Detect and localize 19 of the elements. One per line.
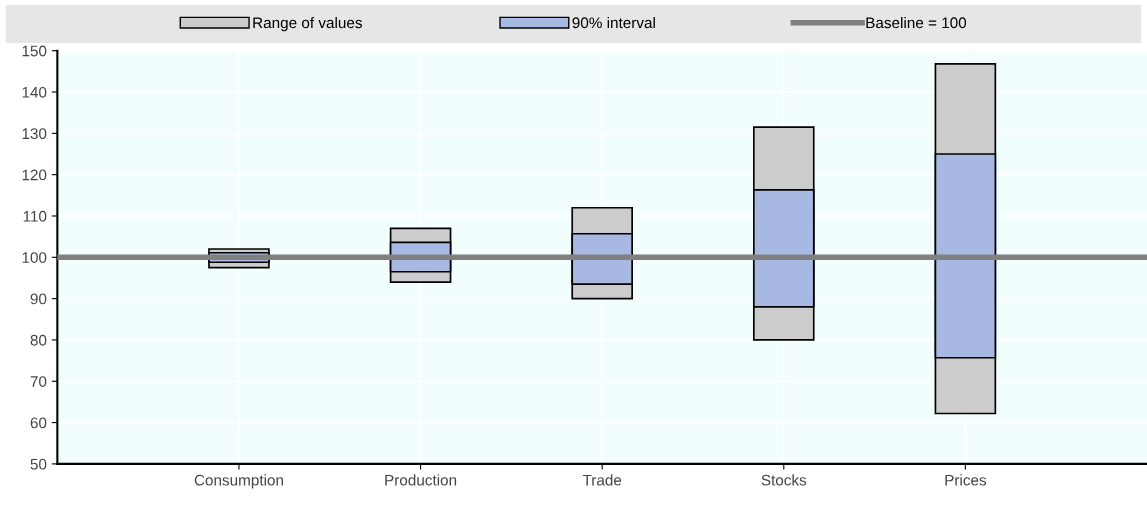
y-tick-label: 60 (30, 417, 47, 429)
legend-label: 90% interval (572, 16, 655, 29)
y-tick-label: 80 (30, 334, 47, 346)
x-tick-label: Production (385, 474, 457, 486)
legend-label: Baseline = 100 (866, 16, 967, 29)
x-tick-label: Stocks (761, 474, 807, 486)
x-tick-label: Consumption (194, 474, 283, 489)
legend-label: Range of values (253, 16, 362, 32)
y-tick-label: 130 (22, 128, 47, 140)
y-tick-label: 120 (22, 169, 47, 181)
y-tick-label: 100 (22, 252, 47, 263)
y-tick-label: 50 (30, 458, 47, 470)
y-tick-label: 90 (30, 293, 47, 305)
y-tick-label: 110 (23, 210, 47, 222)
y-tick-label: 70 (30, 376, 47, 387)
y-tick-label: 150 (22, 45, 47, 57)
x-tick-label: Trade (582, 474, 622, 486)
x-tick-label: Prices (945, 474, 987, 486)
y-tick-label: 140 (22, 86, 47, 98)
